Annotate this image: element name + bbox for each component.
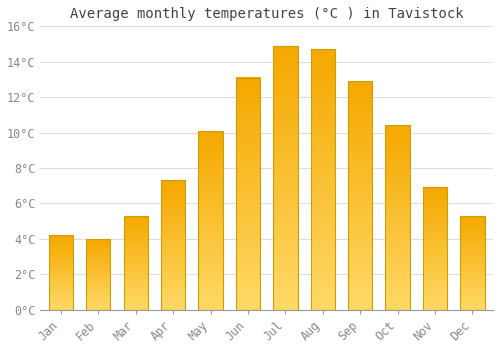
Bar [198,131,222,310]
Bar [348,81,372,310]
Title: Average monthly temperatures (°C ) in Tavistock: Average monthly temperatures (°C ) in Ta… [70,7,464,21]
Bar [48,235,73,310]
Bar [273,46,297,310]
Bar [460,216,484,310]
Bar [386,126,410,310]
Bar [310,49,335,310]
Bar [124,216,148,310]
Bar [161,180,186,310]
Bar [236,78,260,310]
Bar [423,188,447,310]
Bar [86,239,110,310]
